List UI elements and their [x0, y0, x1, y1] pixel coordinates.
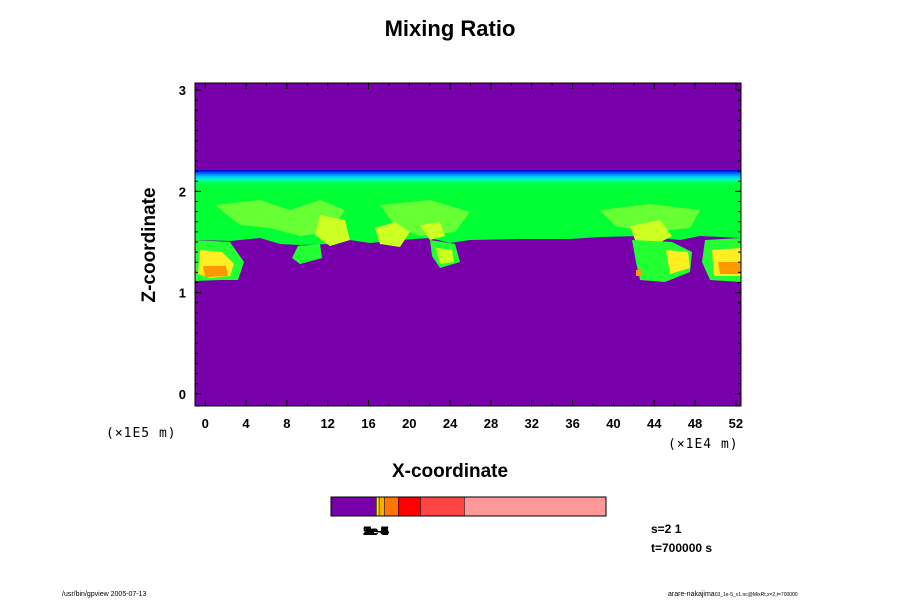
- colorbar-label: 2e-5: [365, 524, 389, 538]
- colorbar-label: 1e-6: [363, 524, 387, 538]
- field-light-patches: [215, 200, 700, 236]
- x-tick-label: 36: [565, 416, 579, 431]
- x-tick-label: 40: [606, 416, 620, 431]
- chart-title: Mixing Ratio: [384, 16, 516, 41]
- colorbar-frame: [330, 496, 607, 517]
- x-scale-label: (×1E4 m): [668, 437, 739, 452]
- colorbar-segment: [378, 496, 385, 517]
- x-tick-label: 12: [320, 416, 334, 431]
- plot-frame: [194, 82, 742, 407]
- field-yellowgreen-patches: [315, 215, 672, 248]
- colorbar-label: 5e-4: [365, 524, 389, 538]
- x-tick-label: 16: [361, 416, 375, 431]
- colorbar-label: 1e-4: [365, 524, 389, 538]
- field-blob-3b: [436, 248, 454, 264]
- field-band-gradient: [195, 170, 741, 192]
- colorbar-segment: [330, 496, 377, 517]
- x-tick-label: 44: [647, 416, 662, 431]
- x-tick-label: 4: [242, 416, 250, 431]
- colorbar-label: 2e-4: [363, 524, 387, 538]
- field-left-orange: [203, 266, 228, 277]
- y-tick-label: 1: [179, 286, 186, 301]
- x-axis-label: X-coordinate: [391, 461, 509, 482]
- x-tick-label: 20: [402, 416, 416, 431]
- colorbar-segment: [398, 496, 421, 517]
- x-tick-label: 28: [484, 416, 498, 431]
- field-small-dot: [636, 270, 642, 276]
- colorbar-segment: [464, 496, 607, 517]
- field-right-yellow: [666, 250, 690, 274]
- y-scale-label: (×1E5 m): [106, 426, 177, 441]
- y-tick-label: 3: [179, 83, 186, 98]
- colorbar: 1e-62e-55e-51e-42e-45e-4: [330, 496, 607, 538]
- x-tick-label: 52: [729, 416, 743, 431]
- heatmap-field: [195, 83, 741, 406]
- colorbar-segment: [384, 496, 399, 517]
- footer-right-name: arare-nakajima: [668, 591, 715, 598]
- footer-right-file: 03_1e-5_v1.nc@MixRt,x=2,t=700000: [714, 592, 798, 598]
- axis-ticks: [195, 83, 741, 406]
- footer-right: arare-nakajima03_1e-5_v1.nc@MixRt,x=2,t=…: [668, 591, 798, 598]
- footer-left: /usr/bin/gpview 2005-07-13: [62, 591, 147, 598]
- step-annotation: s=2 1: [651, 522, 682, 536]
- x-tick-label: 0: [202, 416, 209, 431]
- colorbar-segment: [376, 496, 380, 517]
- time-annotation: t=700000 s: [651, 541, 713, 555]
- colorbar-segment: [420, 496, 465, 517]
- field-right-orange: [718, 262, 741, 274]
- y-axis-label: Z-coordinate: [139, 187, 160, 303]
- colorbar-label: 5e-5: [363, 524, 387, 538]
- x-tick-label: 48: [688, 416, 702, 431]
- field-blob-2: [292, 244, 322, 264]
- y-tick-label: 0: [179, 387, 186, 402]
- x-tick-label: 32: [525, 416, 539, 431]
- x-tick-label: 8: [283, 416, 290, 431]
- x-tick-label: 24: [443, 416, 458, 431]
- y-tick-label: 2: [179, 184, 186, 199]
